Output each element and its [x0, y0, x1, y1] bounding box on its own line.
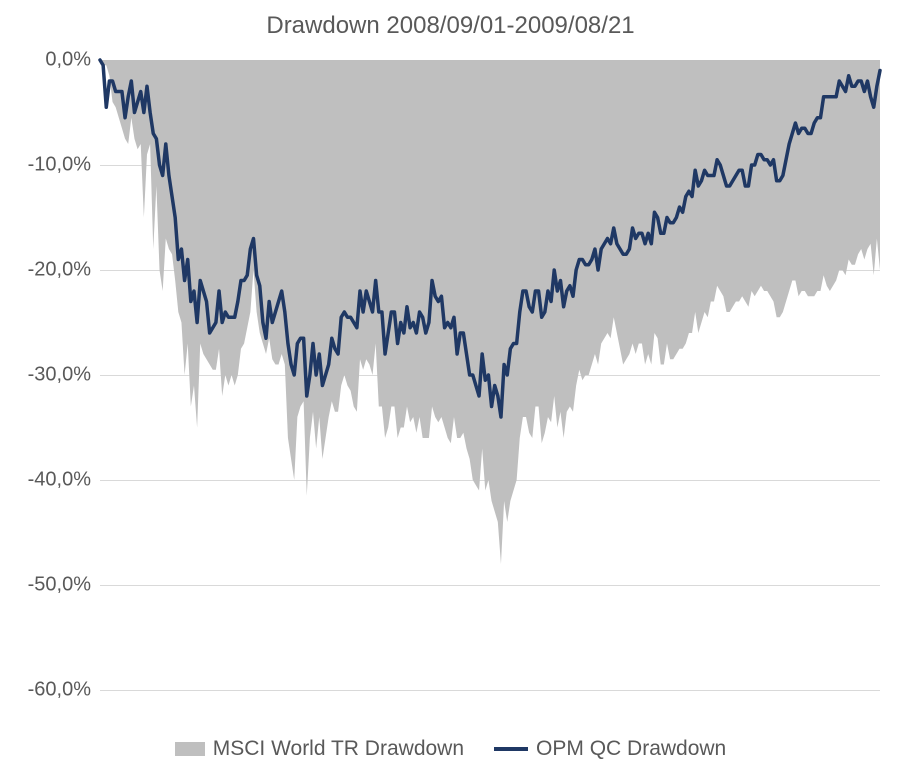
y-tick-label: -10,0% — [11, 154, 91, 177]
legend-label-msci: MSCI World TR Drawdown — [213, 737, 464, 761]
legend-swatch-line — [494, 747, 528, 751]
y-tick-label: -20,0% — [11, 259, 91, 282]
legend-label-opm: OPM QC Drawdown — [536, 737, 726, 761]
legend-item-opm: OPM QC Drawdown — [494, 737, 726, 761]
legend-swatch-area — [175, 742, 205, 756]
gridline — [100, 690, 880, 691]
y-tick-label: -50,0% — [11, 574, 91, 597]
plot-area — [100, 60, 880, 690]
chart-title: Drawdown 2008/09/01-2009/08/21 — [0, 12, 901, 40]
y-tick-label: -40,0% — [11, 469, 91, 492]
legend: MSCI World TR Drawdown OPM QC Drawdown — [0, 737, 901, 761]
y-tick-label: 0,0% — [11, 49, 91, 72]
drawdown-chart: Drawdown 2008/09/01-2009/08/21 0,0% -10,0… — [0, 0, 901, 769]
y-tick-label: -30,0% — [11, 364, 91, 387]
legend-item-msci: MSCI World TR Drawdown — [175, 737, 464, 761]
y-tick-label: -60,0% — [11, 679, 91, 702]
